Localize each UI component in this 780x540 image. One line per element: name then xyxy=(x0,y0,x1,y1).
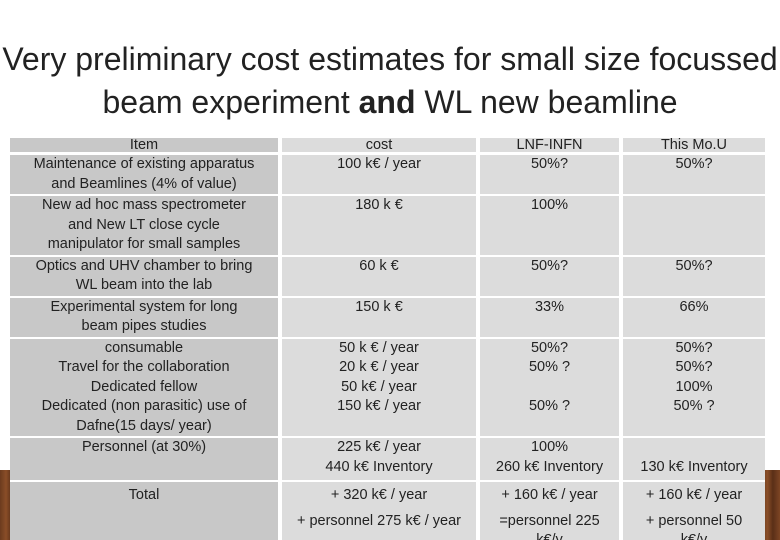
wood-background-right xyxy=(762,470,780,540)
title-bold: and xyxy=(358,84,416,120)
table-row: consumable Travel for the collaboration … xyxy=(10,336,765,437)
table-row: Experimental system for long beam pipes … xyxy=(10,295,765,338)
table-header-row: Item cost LNF-INFN This Mo.U xyxy=(10,138,765,154)
title-part1: Very preliminary cost estimates for smal… xyxy=(2,41,778,120)
cell-cost: 50 k € / year 20 k € / year 50 k€ / year… xyxy=(280,336,480,437)
cell-item: consumable Travel for the collaboration … xyxy=(10,336,282,437)
cell-cost: + 320 k€ / year + personnel 275 k€ / yea… xyxy=(280,480,480,540)
cell-mou: 50%? xyxy=(621,254,765,297)
table-row: Total + 320 k€ / year + personnel 275 k€… xyxy=(10,480,765,540)
table-row: New ad hoc mass spectrometer and New LT … xyxy=(10,194,765,256)
cell-mou: 130 k€ Inventory xyxy=(621,436,765,481)
cell-item: New ad hoc mass spectrometer and New LT … xyxy=(10,194,282,256)
cell-cost: 225 k€ / year 440 k€ Inventory xyxy=(280,436,480,481)
slide-title: Very preliminary cost estimates for smal… xyxy=(0,38,780,124)
cell-item: Maintenance of existing apparatus and Be… xyxy=(10,152,282,195)
table-row: Personnel (at 30%) 225 k€ / year 440 k€ … xyxy=(10,436,765,481)
cell-mou: 50%? 50%? 100% 50% ? xyxy=(621,336,765,437)
table-row: Optics and UHV chamber to bring WL beam … xyxy=(10,254,765,297)
cell-cost: 100 k€ / year xyxy=(280,152,480,195)
cell-item: Personnel (at 30%) xyxy=(10,436,282,481)
cell-cost: 60 k € xyxy=(280,254,480,297)
cell-lnf: 50%? xyxy=(478,254,623,297)
table-row: Maintenance of existing apparatus and Be… xyxy=(10,152,765,195)
header-item: Item xyxy=(10,138,282,154)
cell-mou xyxy=(621,194,765,256)
cell-cost: 180 k € xyxy=(280,194,480,256)
cell-lnf: 50%? xyxy=(478,152,623,195)
cell-mou: + 160 k€ / year + personnel 50 k€/y xyxy=(621,480,765,540)
cell-item: Optics and UHV chamber to bring WL beam … xyxy=(10,254,282,297)
cell-mou: 66% xyxy=(621,295,765,338)
cell-lnf: 33% xyxy=(478,295,623,338)
cell-lnf: 100% 260 k€ Inventory xyxy=(478,436,623,481)
cell-lnf: 100% xyxy=(478,194,623,256)
header-this-mou: This Mo.U xyxy=(621,138,765,154)
cell-lnf: 50%? 50% ? 50% ? xyxy=(478,336,623,437)
cell-item: Total xyxy=(10,480,282,540)
header-lnf-infn: LNF-INFN xyxy=(478,138,623,154)
cost-table: Item cost LNF-INFN This Mo.U Maintenance… xyxy=(10,138,765,540)
cost-table-container: Item cost LNF-INFN This Mo.U Maintenance… xyxy=(10,138,765,540)
header-cost: cost xyxy=(280,138,480,154)
cell-mou: 50%? xyxy=(621,152,765,195)
cell-cost: 150 k € xyxy=(280,295,480,338)
cell-item: Experimental system for long beam pipes … xyxy=(10,295,282,338)
title-part2: WL new beamline xyxy=(415,84,678,120)
cell-lnf: + 160 k€ / year =personnel 225 k€/y xyxy=(478,480,623,540)
